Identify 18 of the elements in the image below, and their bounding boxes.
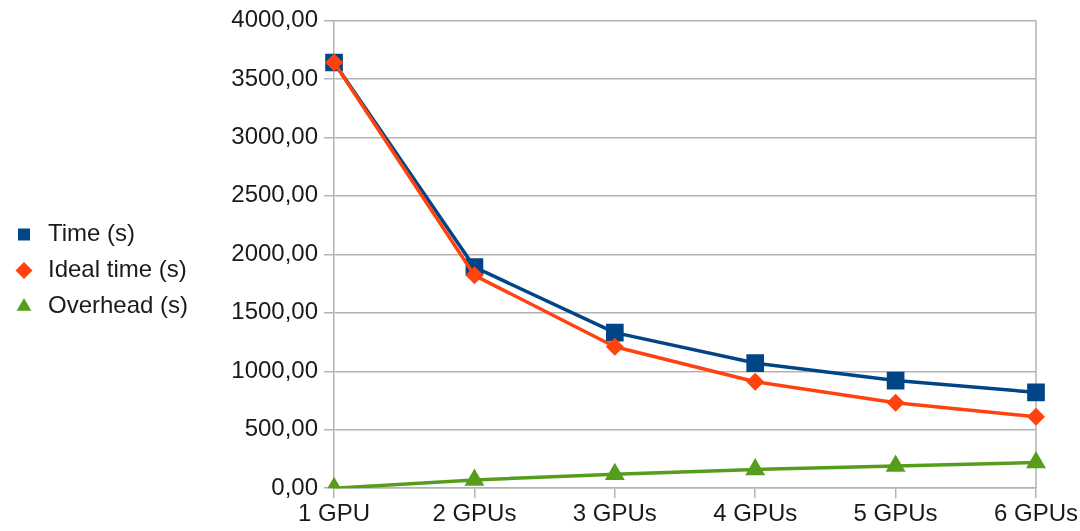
legend-label: Overhead (s) bbox=[48, 291, 189, 319]
x-tick-label: 2 GPUs bbox=[432, 499, 517, 527]
y-tick-label: 2000,00 bbox=[231, 238, 319, 266]
y-tick-label: 500,00 bbox=[244, 414, 319, 442]
y-tick-label: 0,00 bbox=[271, 472, 319, 500]
y-tick-label: 3000,00 bbox=[231, 121, 319, 149]
x-tick-label: 3 GPUs bbox=[572, 499, 657, 527]
y-tick-label: 1500,00 bbox=[231, 297, 319, 325]
y-tick-label: 1000,00 bbox=[231, 355, 319, 383]
y-tick-label: 2500,00 bbox=[231, 180, 319, 208]
x-tick-label: 1 GPU bbox=[298, 499, 371, 527]
legend-label: Time (s) bbox=[48, 219, 136, 247]
x-tick-label: 5 GPUs bbox=[853, 499, 938, 527]
x-tick-label: 4 GPUs bbox=[713, 499, 798, 527]
y-tick-label: 4000,00 bbox=[231, 5, 319, 33]
legend-label: Ideal time (s) bbox=[48, 255, 187, 283]
y-tick-label: 3500,00 bbox=[231, 63, 319, 91]
x-tick-label: 6 GPUs bbox=[993, 499, 1078, 527]
